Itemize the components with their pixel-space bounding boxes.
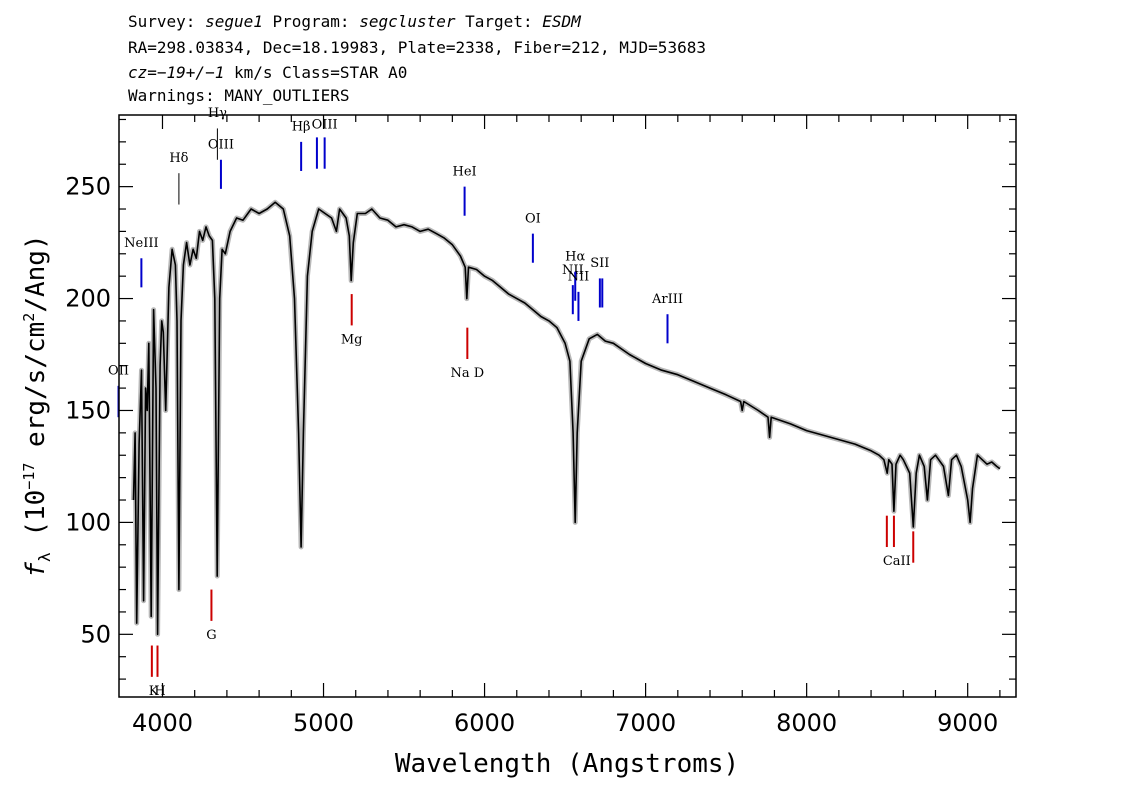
program-value: segcluster [359,12,456,31]
y-axis-label-mid: erg/s/cm [21,322,51,463]
header-line-3: cz=−19+/−1 km/s Class=STAR A0 [128,63,407,83]
target-label: Target: [455,12,543,31]
emission-line-label: NII [568,270,590,285]
header-line-2: RA=298.03834, Dec=18.19983, Plate=2338, … [128,38,706,57]
emission-line-label: ArIII [651,292,683,307]
y-axis-label: fλ (10−17 erg/s/cm2/Ang) [20,234,54,577]
x-tick-label: 5000 [293,709,354,737]
absorption-line-label: Mg [341,332,363,347]
y-axis-label-pre: (10 [21,490,51,553]
spectrum-line [132,201,1001,636]
y-tick-label: 50 [80,620,111,648]
absorption-line-label: Na D [450,366,484,381]
absorption-line-label: K [149,684,159,699]
emission-line-label: OIII [208,138,234,153]
y-axis-label-exp1: −17 [20,463,38,490]
survey-label: Survey: [128,12,206,31]
emission-line-label: HeI [453,164,477,179]
y-tick-label: 250 [65,173,111,201]
plot-frame [118,114,1017,698]
x-tick-label: 4000 [132,709,193,737]
target-value: ESDM [542,12,581,31]
absorption-line-label: H [154,684,165,699]
emission-line-label: Hδ [169,151,188,166]
emission-line-label: NII [562,263,584,278]
redshift-value: cz=−19+/−1 [128,63,225,82]
x-axis-label: Wavelength (Angstroms) [395,749,739,779]
emission-line-label: NeIII [124,236,158,251]
axis-ticks: 4000 5000 6000 7000 8000 9000 50 100 150 200 250 [65,115,1016,737]
x-tick-label: 8000 [776,709,837,737]
absorption-line-label: G [206,628,216,643]
header-line-1: Survey: segue1 Program: segcluster Targe… [128,12,581,32]
y-tick-label: 100 [65,508,111,536]
program-label: Program: [262,12,360,31]
y-axis-label-f: f [21,562,51,578]
x-tick-label: 9000 [937,709,998,737]
emission-line-label: SII [590,256,609,271]
spectrum-layer [131,199,1002,637]
y-axis-label-sub: λ [35,552,54,562]
emission-line-label: Hγ [208,106,227,121]
survey-value: segue1 [205,12,263,31]
header-line-4: Warnings: MANY_OUTLIERS [128,86,350,105]
absorption-line-label: CaII [883,554,911,569]
y-tick-label: 150 [65,396,111,424]
x-tick-label: 7000 [615,709,676,737]
class-text: km/s Class=STAR A0 [224,63,408,82]
emission-line-label: Hβ [292,120,311,135]
y-axis-label-post: /Ang) [21,234,51,312]
emission-line-label: OIII [312,117,338,132]
y-axis-label-exp2: 2 [20,313,38,322]
emission-line-label: OI [525,211,541,226]
emission-line-label: Hα [565,250,585,265]
x-tick-label: 6000 [454,709,515,737]
y-tick-label: 200 [65,285,111,313]
